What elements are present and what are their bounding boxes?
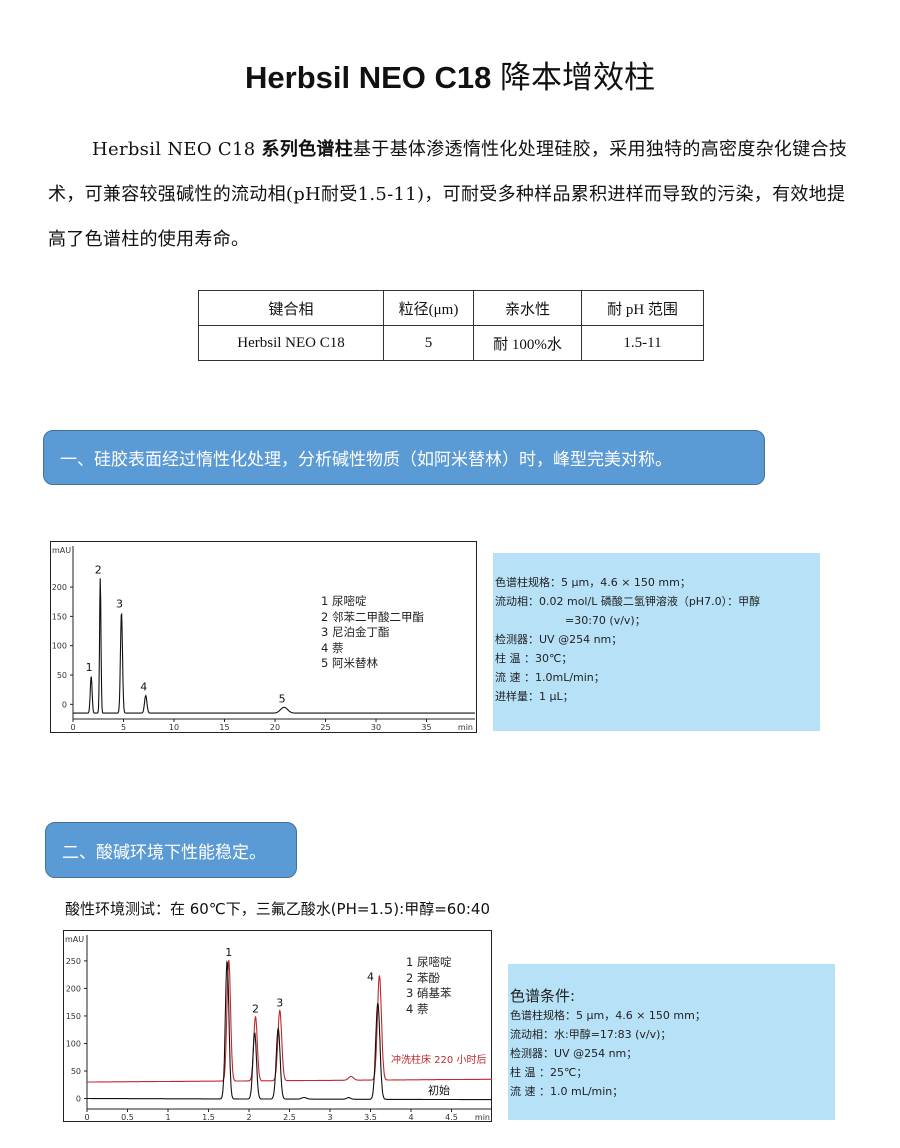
legend-item: 3 硝基苯 [406,986,452,1000]
y-tick-label: 100 [66,1039,81,1048]
y-tick-label: 0 [76,1095,81,1104]
legend-item: 2 邻苯二甲酸二甲酯 [321,609,424,624]
y-tick-label: 100 [52,642,67,651]
chart-svg: 0 5 10 15 20 25 30 35 0 50 100 150 200 mAU min 1 2 3 4 5 [52,546,475,732]
conditions-box-2: 色谱条件: 色谱柱规格：5 µm，4.6 × 150 mm； 流动相：水:甲醇=… [508,964,835,1120]
legend-item: 2 苯酚 [406,970,440,985]
peak-label: 2 [95,563,102,576]
condition-line: 色谱柱规格：5 µm，4.6 × 150 mm； [510,1009,706,1022]
intro-lead: Herbsil NEO C18 [92,139,262,160]
x-tick-label: 4.5 [445,1113,458,1122]
condition-line: 检测器：UV @254 nm； [510,1047,638,1060]
title-cn: 降本增效柱 [500,60,655,96]
x-tick-label: 0 [84,1113,89,1122]
y-tick-label: 0 [62,700,67,709]
x-tick-label: 5 [121,723,126,732]
peak-label: 1 [225,946,232,959]
table-header: 键合相 [198,290,384,326]
condition-line: 流 速 ：1.0mL/min； [495,671,605,684]
chromatogram-1: 0 5 10 15 20 25 30 35 0 50 100 150 200 mAU min 1 2 3 4 5 1 … [50,541,477,733]
y-tick-label: 200 [66,984,81,993]
y-axis-label: mAU [65,935,84,944]
section1-banner: 一、硅胶表面经过惰性化处理，分析碱性物质（如阿米替林）时，峰型完美对称。 [43,430,765,485]
section2-banner: 二、酸碱环境下性能稳定。 [45,822,297,878]
x-tick-label: 2 [246,1113,251,1122]
x-tick-label: 2.5 [283,1113,296,1122]
legend-item: 4 萘 [321,640,344,655]
condition-line: 流动相：水:甲醇=17:83 (v/v)； [510,1028,672,1041]
condition-line: 色谱柱规格：5 µm，4.6 × 150 mm； [495,576,691,589]
legend-item: 1 尿嘧啶 [406,955,452,969]
condition-line: =30:70 (v/v)； [565,614,646,627]
peak-label: 3 [116,597,123,610]
series-label-initial: 初始 [428,1084,450,1097]
y-tick-label: 150 [66,1012,81,1021]
x-tick-label: 1.5 [202,1113,215,1122]
x-tick-label: 3.5 [364,1113,377,1122]
chart1-legend: 1 尿嘧啶 2 邻苯二甲酸二甲酯 3 尼泊金丁酯 4 萘 5 阿米替林 [321,594,424,672]
table-cell: 1.5-11 [581,325,704,361]
spec-table: 键合相 粒径(μm) 亲水性 耐 pH 范围 Herbsil NEO C18 5… [198,290,704,361]
table-header: 粒径(μm) [383,290,474,326]
x-axis-label: min [458,723,473,732]
series-line [73,578,475,714]
condition-line: 柱 温 ：30℃； [495,652,573,665]
x-tick-label: 1 [165,1113,170,1122]
series-line [87,960,492,1101]
peak-label: 5 [279,692,286,705]
table-cell: 耐 100%水 [473,325,582,361]
series-label-after-220h: 冲洗柱床 220 小时后 [391,1055,487,1066]
chart-svg: 0 0.5 1 1.5 2 2.5 3 3.5 4 4.5 0 50 100 150 200 250 mAU mi… [65,935,492,1122]
x-tick-label: 4 [408,1113,413,1122]
page-title: Herbsil NEO C18 降本增效柱 [0,52,900,97]
table-header: 亲水性 [473,290,582,326]
table-row: Herbsil NEO C18 5 耐 100%水 1.5-11 [198,325,704,361]
x-tick-label: 3 [327,1113,332,1122]
condition-line: 流 速 ：1.0 mL/min； [510,1085,624,1098]
x-tick-label: 0 [70,723,75,732]
conditions-box-1: 色谱柱规格：5 µm，4.6 × 150 mm； 流动相：0.02 mol/L … [493,553,820,731]
x-tick-label: 15 [219,723,229,732]
intro-paragraph: Herbsil NEO C18 系列色谱柱基于基体渗透惰性化处理硅胶，采用独特的… [48,127,858,262]
x-tick-label: 35 [421,723,431,732]
series-line [87,959,492,1083]
y-tick-label: 50 [57,671,67,680]
conditions-title: 色谱条件: [510,987,576,1005]
y-axis-label: mAU [52,546,71,555]
y-tick-label: 250 [66,957,81,966]
peak-label: 2 [252,1003,259,1016]
peak-label: 4 [140,681,147,694]
y-tick-label: 50 [71,1067,81,1076]
x-axis-label: min [475,1113,490,1122]
x-tick-label: 30 [371,723,381,732]
chart2-legend: 1 尿嘧啶 2 苯酚 3 硝基苯 4 萘 [406,955,451,1017]
table-header: 耐 pH 范围 [581,290,704,326]
intro-rest: 基于基体渗透惰性化处理硅胶，采用独特的高密度杂化键合技术，可兼容较强碱性的流动相… [48,139,848,250]
peak-label: 4 [367,971,374,984]
peak-label: 1 [86,661,93,674]
x-tick-label: 25 [320,723,330,732]
x-tick-label: 10 [169,723,179,732]
legend-item: 5 阿米替林 [321,656,378,670]
table-cell: 5 [383,325,474,361]
condition-line: 流动相：0.02 mol/L 磷酸二氢钾溶液（pH7.0）：甲醇 [495,595,761,608]
title-latin: Herbsil NEO C18 [245,60,492,95]
chromatogram-2: 0 0.5 1 1.5 2 2.5 3 3.5 4 4.5 0 50 100 150 200 250 mAU mi… [63,930,492,1122]
x-tick-label: 0.5 [121,1113,134,1122]
y-tick-label: 150 [52,612,67,621]
peak-label: 3 [276,997,283,1010]
table-cell: Herbsil NEO C18 [198,325,384,361]
legend-item: 3 尼泊金丁酯 [321,625,390,639]
condition-line: 检测器：UV @254 nm； [495,633,623,646]
intro-bold: 系列色谱柱 [261,139,354,160]
table-header-row: 键合相 粒径(μm) 亲水性 耐 pH 范围 [198,290,704,326]
legend-item: 4 萘 [406,1001,429,1016]
acid-test-label: 酸性环境测试：在 60℃下，三氟乙酸水(PH=1.5):甲醇=60:40 [65,900,491,918]
condition-line: 进样量：1 µL； [495,690,574,703]
y-tick-label: 200 [52,583,67,592]
legend-item: 1 尿嘧啶 [321,594,367,608]
x-tick-label: 20 [270,723,280,732]
condition-line: 柱 温 ：25℃； [510,1066,588,1079]
